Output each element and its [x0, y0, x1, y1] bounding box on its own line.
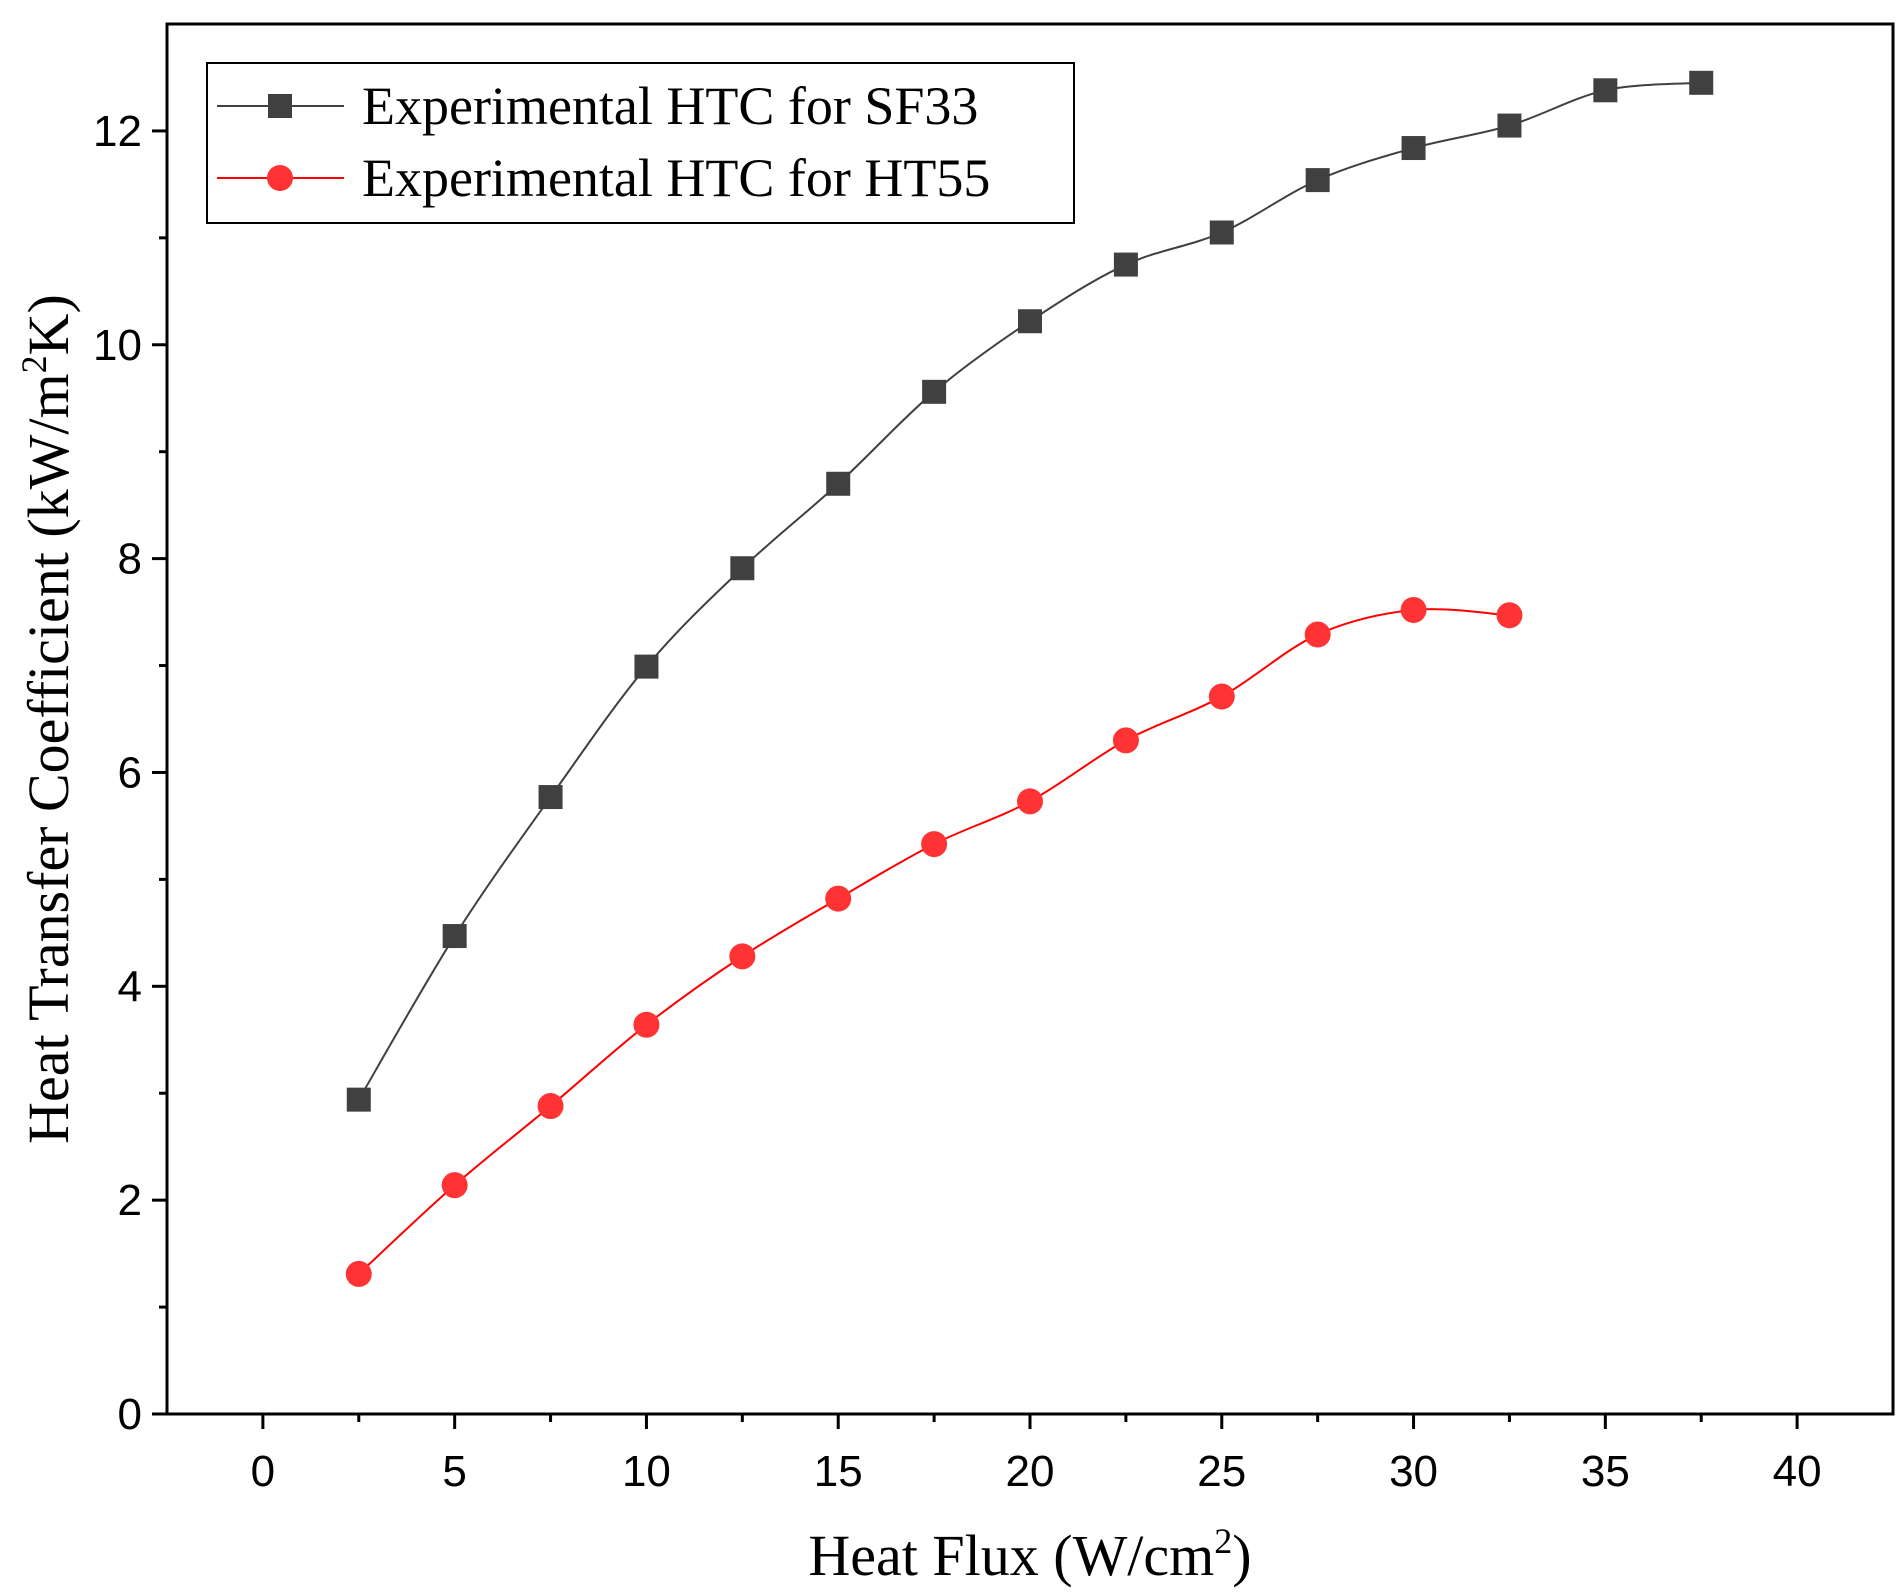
series-layer	[345, 70, 1714, 1287]
legend-label-sf33: Experimental HTC for SF33	[362, 76, 978, 136]
y-axis-title-part: Heat Transfer Coefficient (kW/m	[16, 373, 81, 1143]
x-tick-label: 10	[622, 1447, 671, 1496]
x-tick-label: 35	[1581, 1447, 1630, 1496]
data-point-sf33	[730, 556, 755, 581]
x-tick-label: 20	[1006, 1447, 1055, 1496]
y-tick-label: 10	[93, 321, 142, 370]
x-tick-label: 0	[251, 1447, 275, 1496]
x-axis-title-sup: 2	[1214, 1521, 1232, 1561]
data-point-ht55	[1400, 596, 1427, 623]
data-point-sf33	[442, 924, 467, 949]
y-axis-title-part: K)	[16, 294, 81, 355]
y-axis-title-sup: 2	[14, 355, 54, 373]
x-tick-label: 40	[1773, 1447, 1822, 1496]
data-point-ht55	[1496, 602, 1523, 629]
data-point-sf33	[1113, 252, 1138, 277]
data-point-ht55	[1208, 683, 1235, 710]
data-point-sf33	[346, 1087, 371, 1112]
legend: Experimental HTC for SF33 Experimental HT…	[206, 62, 1075, 224]
y-tick-label: 12	[93, 107, 142, 156]
data-point-sf33	[634, 654, 659, 679]
data-point-ht55	[1304, 621, 1331, 648]
legend-box	[206, 62, 1075, 224]
data-point-sf33	[1401, 136, 1426, 161]
x-tick-label: 5	[442, 1447, 466, 1496]
data-point-sf33	[1593, 78, 1618, 103]
data-point-ht55	[441, 1172, 468, 1199]
data-point-sf33	[1209, 220, 1234, 245]
y-axis-title: Heat Transfer Coefficient (kW/m2K)	[14, 294, 81, 1144]
data-point-ht55	[921, 831, 948, 858]
data-point-ht55	[345, 1260, 372, 1287]
data-point-ht55	[1017, 788, 1043, 815]
data-point-sf33	[826, 471, 851, 496]
legend-marker-sf33	[268, 94, 292, 118]
data-point-sf33	[1305, 168, 1330, 193]
x-axis-title-part: )	[1232, 1523, 1251, 1588]
legend-label-ht55: Experimental HTC for HT55	[362, 148, 990, 208]
data-point-ht55	[825, 885, 852, 912]
y-tick-label: 6	[118, 748, 142, 797]
x-axis-title-part: Heat Flux (W/cm	[808, 1523, 1214, 1588]
data-point-ht55	[633, 1011, 660, 1038]
y-tick-label: 2	[118, 1176, 142, 1225]
x-tick-label: 15	[814, 1447, 863, 1496]
x-tick-label: 30	[1389, 1447, 1438, 1496]
axes-layer: 0 5 10 15 20 25 30 35 40 0 2 4 6 8 10 12 Heat Flux (W/cm…	[14, 22, 1895, 1588]
y-tick-label: 0	[118, 1390, 142, 1439]
x-axis-title: Heat Flux (W/cm2)	[808, 1521, 1251, 1588]
y-tick-label: 8	[118, 535, 142, 584]
data-point-sf33	[1497, 113, 1522, 138]
legend-marker-ht55	[267, 165, 293, 191]
data-point-ht55	[537, 1093, 564, 1120]
data-point-ht55	[1112, 727, 1139, 754]
data-point-sf33	[922, 379, 947, 404]
data-point-sf33	[1689, 70, 1714, 95]
x-tick-label: 25	[1197, 1447, 1246, 1496]
data-point-sf33	[1018, 309, 1042, 334]
y-tick-label: 4	[118, 962, 142, 1011]
data-point-sf33	[538, 785, 563, 810]
data-point-ht55	[729, 943, 756, 970]
